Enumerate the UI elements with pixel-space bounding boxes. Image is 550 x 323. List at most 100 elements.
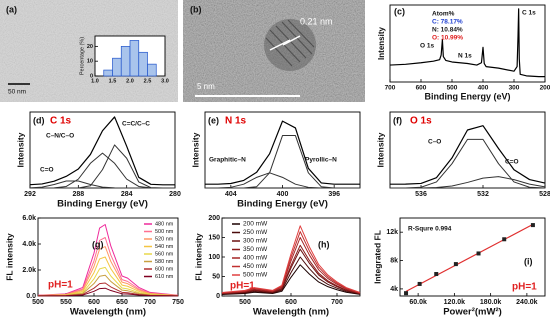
legend-label: 250 mW (243, 229, 268, 236)
legend-label: 200 mW (243, 221, 268, 228)
y-axis-label: Intensity (377, 27, 386, 60)
plot-area (29, 111, 176, 189)
line-series (37, 246, 179, 297)
line-series (221, 244, 361, 294)
line-series (37, 266, 179, 297)
line-series (37, 256, 179, 297)
bar (129, 40, 140, 77)
point (476, 251, 481, 256)
annotation: C–O (428, 139, 441, 146)
x-tick-label: 550 (60, 299, 72, 306)
x-tick-label: 240.0k (516, 299, 538, 306)
legend-label: 500 nm (155, 229, 174, 235)
legend-label: 560 nm (155, 251, 174, 257)
annotation: N 1s (458, 53, 472, 60)
annotation: C: 78.17% (432, 19, 463, 26)
panel-label: (i) (524, 256, 533, 266)
line-series (221, 225, 361, 293)
panel-title: C 1s (50, 116, 72, 127)
line-series (205, 120, 360, 185)
panel-label: (e) (208, 115, 219, 125)
bar (138, 51, 148, 77)
panel-label: (f) (393, 115, 402, 125)
point (404, 291, 409, 296)
x-tick-label: 60.0k (409, 299, 427, 306)
x-axis-label: Wavelength (nm) (253, 307, 329, 318)
bar (147, 63, 157, 77)
x-tick-label: 528 (539, 191, 550, 198)
y-tick-label: 200 (208, 215, 220, 222)
line-series (37, 282, 179, 297)
lattice-spacing: 0.21 nm (300, 16, 333, 26)
bar (120, 46, 131, 77)
annotation: Graphitic–N (209, 157, 246, 164)
plot-area (37, 217, 179, 297)
y-tick-label: 12k (386, 229, 398, 236)
legend-label: 300 mW (243, 238, 268, 245)
x-tick-label: 284 (121, 191, 133, 198)
x-tick-label: 404 (225, 191, 237, 198)
y-axis-label: Integrated FL (372, 230, 382, 284)
annotation: N: 10.84% (432, 27, 463, 34)
x-tick-label: 396 (328, 191, 340, 198)
x-axis-label: Binding Energy (eV) (237, 199, 328, 210)
hrtem-texture (183, 0, 365, 102)
x-tick-label: 650 (116, 299, 128, 306)
annotation: C=O (505, 159, 519, 166)
annotation: C–N/C–O (46, 133, 74, 140)
line-series (390, 176, 546, 189)
legend-label: 480 nm (155, 221, 174, 227)
line-series (389, 138, 546, 189)
panel-label: (h) (318, 239, 330, 249)
line-series (221, 231, 361, 294)
lattice-fringes (265, 19, 315, 67)
x-tick-label: 536 (415, 191, 427, 198)
y-tick-label: 0 (216, 293, 220, 300)
x-tick-label: 120.0k (444, 299, 466, 306)
x-axis-label: Binding Energy (eV) (424, 91, 510, 101)
annotation: pH=1 (230, 281, 255, 292)
y-axis-label: Percentage (%) (79, 37, 85, 75)
y-tick-label: 0.0 (26, 293, 36, 300)
particle (264, 19, 316, 71)
x-tick-label: 600 (88, 299, 100, 306)
legend-label: 600 nm (155, 266, 174, 272)
plot-area (204, 111, 361, 189)
panel-title: N 1s (225, 116, 247, 127)
x-tick-label: 500 (447, 85, 458, 92)
x-tick-label: 1.0 (91, 78, 99, 84)
point (417, 281, 422, 286)
legend-label: 540 nm (155, 244, 174, 250)
panel-label: (d) (33, 115, 45, 125)
x-tick-label: 280 (169, 191, 181, 198)
arrow (269, 39, 291, 51)
x-tick-label: 600 (416, 85, 427, 92)
x-tick-label: 532 (477, 191, 489, 198)
annotation: O 1s (420, 43, 434, 50)
x-tick-label: 2.5 (144, 78, 152, 84)
y-tick-label: 0 (90, 73, 93, 79)
annotation: C 1s (522, 10, 536, 17)
y-axis-label: Intensity (190, 132, 200, 167)
panel-label: (b) (190, 4, 202, 14)
panel-label: (a) (6, 4, 17, 14)
legend-label: 580 nm (155, 259, 174, 265)
panel-label: (g) (92, 239, 104, 249)
scale-bar-label: 50 nm (8, 89, 26, 96)
bar (103, 69, 113, 77)
y-tick-label: 4k (390, 286, 398, 293)
y-tick-label: 8k (390, 257, 398, 264)
point (530, 223, 535, 228)
fit-line (405, 223, 534, 292)
annotation: pH=1 (512, 282, 537, 293)
y-tick-label: 4.0k (22, 241, 36, 248)
line-series (29, 116, 175, 186)
x-tick-label: 288 (72, 191, 84, 198)
x-tick-label: 700 (331, 299, 343, 306)
line-series (221, 237, 361, 294)
x-axis-label: Power²(mW²) (443, 307, 502, 318)
x-tick-label: 700 (385, 85, 396, 92)
bar (112, 57, 122, 77)
arrow (282, 35, 301, 46)
